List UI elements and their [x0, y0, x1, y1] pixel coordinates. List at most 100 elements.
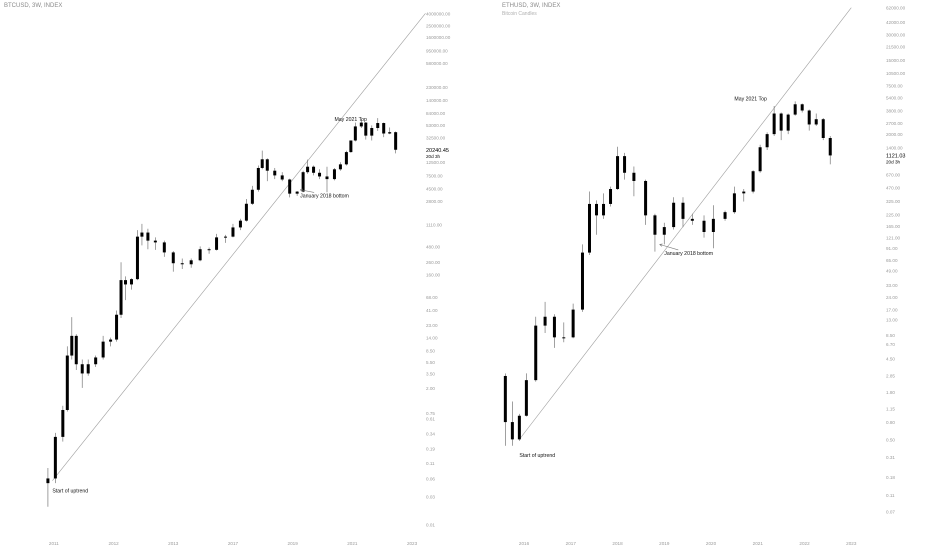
- y-tick-label: 41.00: [426, 308, 438, 313]
- candle-body: [265, 159, 269, 171]
- candle-body: [632, 172, 636, 181]
- candle: [571, 303, 575, 339]
- y-tick-label: 5400.00: [886, 96, 903, 101]
- x-tick-label: 2021: [347, 541, 358, 546]
- y-tick-label: 65.00: [886, 258, 898, 263]
- y-tick-label: 0.11: [886, 493, 895, 498]
- candle: [101, 335, 105, 360]
- candle: [288, 178, 292, 198]
- candle: [742, 189, 746, 202]
- eth-symbol-label: ETHUSD, 3W, INDEX: [502, 3, 561, 9]
- x-tick-label: 2012: [108, 541, 119, 546]
- candle: [295, 190, 299, 196]
- y-tick-label: 7500.00: [426, 173, 443, 178]
- y-tick-label: 12500.00: [426, 160, 446, 165]
- y-tick-label: 480.00: [426, 244, 440, 249]
- y-tick-label: 0.06: [426, 476, 435, 481]
- candle: [779, 112, 783, 141]
- y-tick-label: 0.31: [886, 455, 895, 460]
- candle-body: [250, 189, 254, 204]
- candle: [552, 314, 556, 348]
- candle: [70, 317, 74, 360]
- candle: [119, 262, 123, 318]
- candle-body: [74, 335, 78, 365]
- candle: [207, 247, 211, 254]
- candle-body: [711, 218, 715, 232]
- y-tick-label: 4500.00: [426, 187, 443, 192]
- candle-body: [86, 364, 90, 374]
- candle: [318, 169, 322, 180]
- annotation-arrowhead: [659, 243, 663, 247]
- y-tick-label: 84000.00: [426, 111, 446, 116]
- y-tick-label: 225.00: [886, 213, 900, 218]
- y-tick-label: 470.00: [886, 185, 900, 190]
- eth-subtitle: Bitcoin Candles: [502, 11, 537, 17]
- candle-body: [231, 227, 235, 237]
- candle-body: [260, 159, 264, 168]
- candle: [653, 213, 657, 252]
- candle: [800, 103, 804, 113]
- annotation-label: Start of uptrend: [519, 453, 555, 459]
- candle-body: [189, 260, 193, 265]
- x-tick-label: 2017: [566, 541, 577, 546]
- candle-body: [602, 203, 606, 216]
- candle-body: [765, 134, 769, 148]
- candle: [260, 150, 264, 170]
- candle-body: [394, 132, 398, 150]
- candle: [280, 172, 284, 182]
- candle-body: [388, 132, 392, 134]
- candle: [153, 237, 157, 250]
- candle-body: [562, 337, 566, 339]
- candle: [543, 301, 547, 334]
- candle: [814, 113, 818, 126]
- candle-body: [349, 140, 353, 153]
- candle-body: [653, 215, 657, 235]
- y-tick-label: 230000.00: [426, 85, 448, 90]
- y-tick-label: 2000.00: [886, 132, 903, 137]
- x-tick-label: 2021: [753, 541, 764, 546]
- candle: [632, 166, 636, 197]
- y-tick-label: 0.50: [886, 437, 895, 442]
- candle-body: [786, 114, 790, 131]
- y-tick-label: 0.07: [886, 510, 895, 515]
- candle-body: [318, 172, 322, 177]
- y-tick-label: 8.50: [426, 349, 435, 354]
- candle: [140, 223, 144, 246]
- y-tick-label: 950000.00: [426, 48, 448, 53]
- candle-body: [644, 180, 648, 216]
- candle: [587, 191, 591, 255]
- candle: [244, 199, 248, 222]
- y-tick-label: 0.11: [426, 461, 435, 466]
- y-tick-label: 0.18: [886, 475, 895, 480]
- candle-body: [681, 202, 685, 219]
- candle: [503, 373, 507, 446]
- candle: [751, 170, 755, 194]
- candle-body: [46, 478, 50, 484]
- candle-body: [198, 249, 202, 261]
- x-tick-label: 2016: [519, 541, 530, 546]
- candle: [273, 167, 277, 180]
- x-tick-label: 2023: [846, 541, 857, 546]
- candle-body: [690, 218, 694, 221]
- candle-body: [534, 325, 538, 381]
- candle: [786, 113, 790, 135]
- candle-body: [65, 355, 69, 410]
- y-tick-label: 4000000.00: [426, 11, 451, 16]
- y-tick-label: 6.70: [886, 342, 895, 347]
- candle: [388, 127, 392, 135]
- candle: [702, 215, 706, 238]
- candle-body: [370, 128, 374, 136]
- x-tick-label: 2023: [407, 541, 418, 546]
- y-tick-label: 7500.00: [886, 83, 903, 88]
- candle: [231, 223, 235, 238]
- candle: [580, 244, 584, 312]
- candle-body: [140, 232, 144, 237]
- candle-body: [171, 252, 175, 264]
- candle: [301, 170, 305, 193]
- candle: [616, 146, 620, 190]
- y-tick-label: 160.00: [426, 273, 440, 278]
- y-tick-label: 30000.00: [886, 32, 906, 37]
- y-tick-label: 53000.00: [426, 123, 446, 128]
- candle: [135, 230, 139, 281]
- y-tick-label: 4.50: [886, 357, 895, 362]
